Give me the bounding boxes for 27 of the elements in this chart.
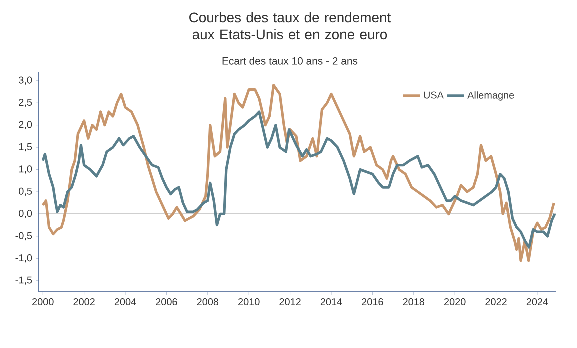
legend-label: USA [424, 92, 444, 99]
x-tick-label: 2010 [238, 298, 260, 306]
x-tick-label: 2012 [280, 298, 301, 306]
y-tick-label: -1,0 [16, 254, 32, 263]
chart-subtitle: Ecart des taux 10 ans - 2 ans [222, 57, 358, 65]
y-tick-label: -0,5 [16, 232, 32, 241]
y-tick-label: -1,5 [16, 276, 32, 285]
x-tick-label: 2018 [403, 298, 425, 306]
x-tick-label: 2008 [197, 298, 219, 306]
x-tick-label: 2016 [362, 298, 384, 306]
y-tick-label: 1,0 [19, 166, 32, 174]
chart-title: Courbes des taux de rendement aux Etats-Unis et en zone euro [190, 12, 392, 40]
y-tick-label: 2,0 [19, 121, 32, 130]
x-tick-label: 2014 [320, 298, 342, 306]
x-tick-label: 2004 [114, 298, 136, 306]
x-tick-label: 2022 [486, 298, 507, 306]
y-tick-label: 3,0 [19, 76, 32, 86]
y-tick-label: 0,5 [19, 188, 32, 196]
x-tick-label: 2024 [526, 298, 548, 306]
y-tick-label: 0,0 [19, 210, 32, 218]
x-tick-label: 2006 [156, 298, 178, 306]
x-tick-label: 2002 [74, 298, 95, 306]
x-tick-label: 2020 [444, 298, 466, 306]
y-tick-label: 1,5 [19, 143, 32, 152]
y-tick-label: 2,5 [19, 99, 32, 108]
x-tick-label: 2000 [32, 298, 54, 306]
legend-label: Allemagne [468, 92, 514, 101]
